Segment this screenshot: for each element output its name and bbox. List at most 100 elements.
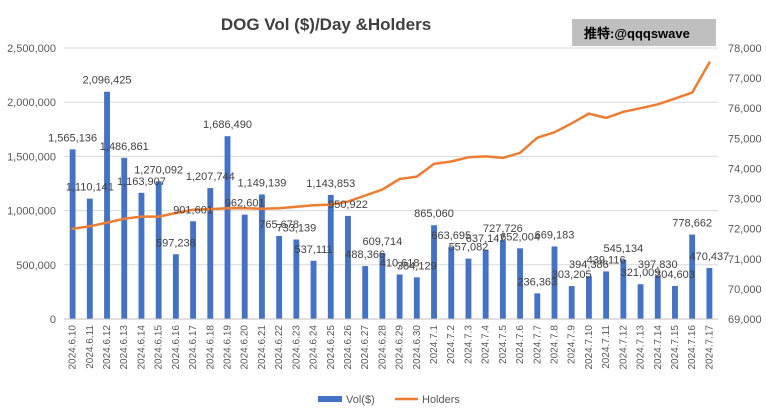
right-tick-label: 70,000 bbox=[728, 284, 762, 296]
volume-data-label: 1,486,861 bbox=[100, 141, 149, 153]
volume-data-labels: 1,565,136 1,110,141 2,096,425 1,486,861 1,16… bbox=[48, 75, 729, 289]
chart-title: DOG Vol ($)/Day &Holders bbox=[221, 15, 431, 34]
left-tick-label: 1,000,000 bbox=[7, 206, 56, 218]
x-tick-label: 2024.6.13 bbox=[119, 325, 130, 370]
right-tick-label: 72,000 bbox=[728, 224, 762, 236]
volume-bar bbox=[345, 215, 351, 319]
volume-data-label: 663,695 bbox=[431, 230, 471, 242]
legend: Vol($) Holders bbox=[318, 394, 460, 406]
left-tick-label: 0 bbox=[50, 314, 56, 326]
volume-bar bbox=[706, 268, 713, 319]
x-tick-label: 2024.7.16 bbox=[687, 325, 698, 370]
volume-data-label: 1,143,853 bbox=[306, 178, 355, 190]
left-axis: 0 500,000 1,000,000 1,500,000 2,000,000 2,500… bbox=[7, 43, 56, 326]
volume-data-label: 1,110,141 bbox=[66, 182, 114, 194]
x-tick-label: 2024.7.13 bbox=[636, 325, 647, 370]
volume-data-label: 1,163,907 bbox=[117, 176, 166, 188]
volume-data-label: 397,830 bbox=[638, 259, 678, 271]
volume-bar bbox=[482, 249, 489, 319]
volume-bar bbox=[69, 149, 76, 319]
x-tick-label: 2024.7.5 bbox=[498, 325, 509, 364]
holders-line-group bbox=[71, 61, 711, 230]
volume-data-label: 865,060 bbox=[414, 208, 454, 220]
volume-bar bbox=[431, 225, 437, 319]
volume-bar bbox=[672, 285, 678, 319]
volume-bar bbox=[465, 258, 472, 319]
right-tick-label: 69,000 bbox=[728, 314, 762, 326]
volume-bar bbox=[362, 266, 369, 319]
x-tick-label: 2024.7.10 bbox=[584, 325, 595, 370]
x-tick-label: 2024.6.23 bbox=[291, 325, 302, 370]
left-tick-label: 1,500,000 bbox=[7, 151, 56, 163]
x-tick-label: 2024.6.16 bbox=[171, 325, 182, 370]
volume-data-label: 1,686,490 bbox=[203, 119, 252, 131]
right-axis: 69,000 70,000 71,000 72,000 73,000 74,000 75,0… bbox=[728, 43, 762, 326]
left-tick-label: 500,000 bbox=[16, 260, 56, 272]
x-tick-label: 2024.6.15 bbox=[154, 325, 165, 370]
legend-bar-swatch bbox=[318, 396, 342, 402]
volume-data-label: 1,149,139 bbox=[237, 177, 286, 189]
volume-data-label: 304,603 bbox=[655, 269, 695, 281]
volume-data-label: 609,714 bbox=[363, 236, 403, 248]
volume-bar bbox=[585, 276, 592, 319]
x-tick-label: 2024.6.25 bbox=[326, 325, 337, 370]
legend-label: Vol($) bbox=[346, 394, 375, 406]
volume-bar bbox=[379, 252, 386, 319]
volume-data-label: 597,238 bbox=[156, 237, 196, 249]
volume-data-label: 765,678 bbox=[259, 219, 299, 231]
x-tick-label: 2024.6.27 bbox=[360, 325, 371, 370]
volume-bar bbox=[155, 181, 162, 319]
x-tick-label: 2024.6.17 bbox=[188, 325, 199, 370]
watermark-text: 推特:@qqqswave bbox=[584, 26, 690, 41]
x-tick-label: 2024.6.29 bbox=[395, 325, 406, 370]
volume-data-label: 727,726 bbox=[483, 223, 523, 235]
x-tick-label: 2024.7.1 bbox=[429, 325, 440, 364]
x-tick-label: 2024.6.19 bbox=[223, 325, 234, 370]
x-axis: 2024.6.10 2024.6.11 2024.6.12 2024.6.13 2024… bbox=[64, 318, 718, 370]
volume-bar bbox=[654, 275, 661, 319]
x-tick-label: 2024.6.22 bbox=[274, 325, 285, 370]
watermark-background bbox=[572, 19, 716, 46]
volume-bar bbox=[327, 195, 334, 319]
x-tick-label: 2024.6.11 bbox=[85, 325, 96, 369]
x-tick-label: 2024.7.14 bbox=[653, 325, 664, 370]
volume-data-label: 1,565,136 bbox=[48, 132, 97, 144]
volume-bar bbox=[637, 284, 644, 319]
volume-bar bbox=[207, 188, 214, 319]
volume-data-label: 1,207,744 bbox=[186, 171, 235, 183]
x-tick-label: 2024.6.28 bbox=[377, 325, 388, 370]
right-tick-label: 76,000 bbox=[728, 103, 762, 115]
volume-data-label: 901,601 bbox=[173, 204, 213, 216]
right-tick-label: 77,000 bbox=[728, 73, 762, 85]
volume-bar bbox=[568, 286, 575, 319]
holders-line bbox=[71, 61, 711, 230]
right-tick-label: 74,000 bbox=[728, 163, 762, 175]
volume-bar bbox=[534, 293, 541, 319]
volume-bar bbox=[138, 192, 145, 319]
x-tick-label: 2024.6.18 bbox=[205, 325, 216, 370]
volume-bar bbox=[241, 214, 248, 319]
x-tick-label: 2024.6.10 bbox=[68, 325, 79, 370]
volume-data-label: 488,366 bbox=[345, 249, 385, 261]
x-tick-label: 2024.6.30 bbox=[412, 325, 423, 370]
volume-data-label: 652,004 bbox=[500, 231, 540, 243]
volume-bar bbox=[603, 271, 610, 319]
volume-data-label: 410,618 bbox=[380, 257, 420, 269]
volume-bar bbox=[258, 194, 265, 319]
volume-bar bbox=[190, 221, 197, 319]
volume-data-label: 1,270,092 bbox=[134, 164, 183, 176]
volume-bar bbox=[413, 277, 420, 319]
x-tick-label: 2024.7.17 bbox=[704, 325, 715, 370]
right-tick-label: 71,000 bbox=[728, 254, 762, 266]
x-tick-label: 2024.7.3 bbox=[463, 325, 474, 364]
volume-bar bbox=[551, 246, 558, 319]
volume-bar bbox=[172, 254, 179, 319]
legend-label: Holders bbox=[422, 394, 460, 406]
volume-data-label: 733,139 bbox=[276, 223, 316, 235]
x-tick-label: 2024.7.8 bbox=[550, 325, 561, 364]
volume-bar bbox=[499, 240, 506, 319]
x-tick-label: 2024.7.6 bbox=[515, 325, 526, 364]
x-tick-label: 2024.7.7 bbox=[532, 325, 543, 364]
